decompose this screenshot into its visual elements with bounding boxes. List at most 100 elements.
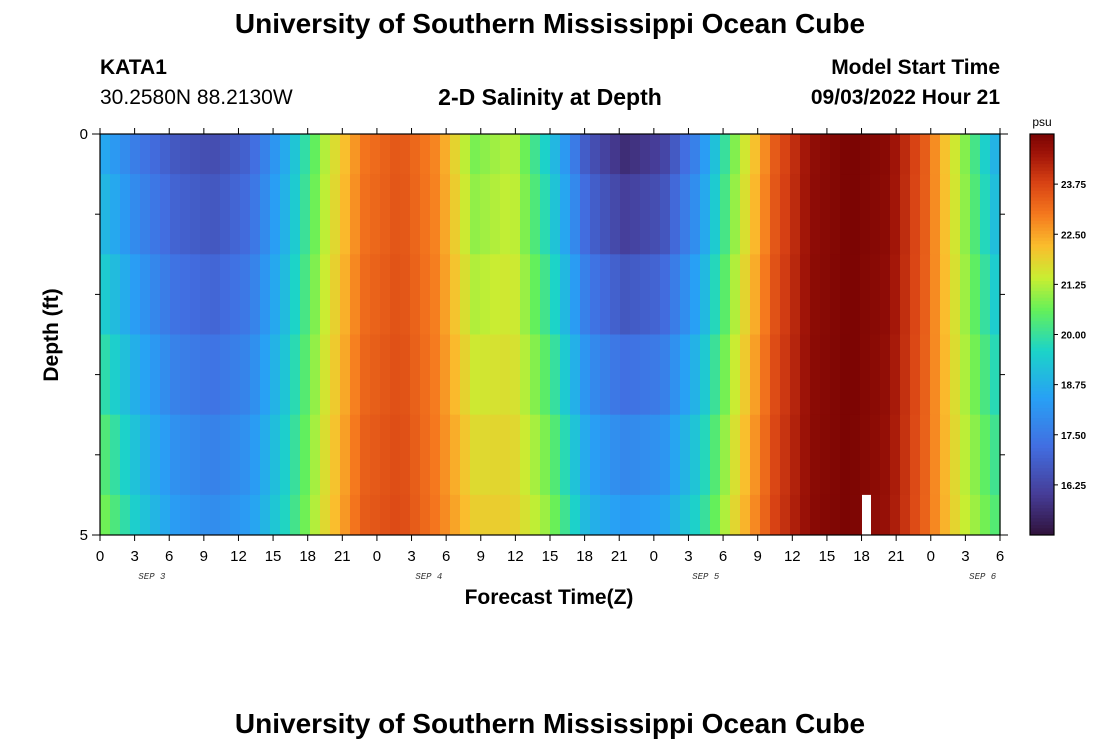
heatmap-cell bbox=[980, 254, 991, 335]
heatmap-cell bbox=[220, 174, 231, 255]
heatmap-cell bbox=[430, 414, 441, 496]
heatmap-cell bbox=[430, 494, 441, 536]
heatmap-cell bbox=[440, 134, 451, 175]
x-tick-label: 21 bbox=[334, 548, 351, 565]
colorbar-swatch bbox=[1030, 441, 1054, 446]
heatmap-cell bbox=[350, 254, 361, 335]
heatmap-cell bbox=[150, 174, 161, 255]
heatmap-cell bbox=[860, 174, 871, 255]
heatmap-cell bbox=[880, 254, 891, 335]
heatmap-cell bbox=[930, 334, 941, 416]
heatmap-cell bbox=[630, 414, 641, 496]
colorbar-swatch bbox=[1030, 367, 1054, 372]
heatmap-cell bbox=[520, 174, 531, 255]
heatmap-cell bbox=[640, 334, 651, 416]
heatmap-cell bbox=[920, 414, 931, 496]
heatmap-cell bbox=[400, 134, 411, 175]
heatmap-cell bbox=[330, 334, 341, 416]
heatmap-cell bbox=[730, 494, 741, 536]
heatmap-cell bbox=[920, 254, 931, 335]
colorbar-swatch bbox=[1030, 311, 1054, 315]
heatmap-cell bbox=[180, 494, 191, 536]
heatmap-cell bbox=[120, 174, 131, 255]
heatmap-cell bbox=[220, 494, 231, 536]
heatmap-cell bbox=[970, 174, 981, 255]
heatmap-cell bbox=[250, 414, 261, 496]
heatmap-cell bbox=[270, 334, 281, 416]
heatmap-cell bbox=[220, 254, 231, 335]
heatmap-cell bbox=[710, 494, 721, 536]
heatmap-cell bbox=[650, 494, 661, 536]
x-tick-label: 0 bbox=[373, 548, 381, 565]
heatmap-cell bbox=[840, 134, 851, 175]
heatmap-cell bbox=[710, 334, 721, 416]
heatmap-cell bbox=[840, 254, 851, 335]
colorbar-swatch bbox=[1030, 464, 1054, 469]
heatmap-cell bbox=[500, 494, 511, 536]
heatmap-cell bbox=[310, 494, 321, 536]
colorbar-swatch bbox=[1030, 414, 1054, 419]
page-title: University of Southern Mississippi Ocean… bbox=[234, 8, 866, 39]
heatmap-cell bbox=[940, 494, 951, 536]
x-tick-label: 18 bbox=[576, 548, 593, 565]
colorbar-swatch bbox=[1030, 254, 1054, 259]
heatmap-cell bbox=[350, 334, 361, 416]
heatmap-cell bbox=[740, 494, 751, 536]
heatmap-cell bbox=[310, 254, 321, 335]
heatmap-cell bbox=[570, 494, 581, 536]
station-coordinates: 30.2580N 88.2130W bbox=[100, 86, 293, 109]
heatmap-cell bbox=[550, 334, 561, 416]
heatmap-cell bbox=[440, 334, 451, 416]
heatmap-cell bbox=[550, 494, 561, 536]
heatmap-cell bbox=[790, 174, 801, 255]
heatmap-cell bbox=[950, 494, 961, 536]
heatmap-cell bbox=[610, 134, 621, 175]
heatmap-cell bbox=[510, 494, 521, 536]
x-tick-label: 6 bbox=[996, 548, 1004, 565]
colorbar-swatch bbox=[1030, 337, 1054, 342]
heatmap-cell bbox=[980, 174, 991, 255]
heatmap-cell bbox=[950, 414, 961, 496]
colorbar-swatch bbox=[1030, 434, 1054, 439]
heatmap-cell bbox=[660, 494, 671, 536]
heatmap-cell bbox=[800, 494, 811, 536]
x-axis-title: Forecast Time(Z) bbox=[465, 586, 634, 609]
heatmap-cell bbox=[140, 334, 151, 416]
heatmap-cell bbox=[470, 254, 481, 335]
heatmap-cell bbox=[300, 134, 311, 175]
heatmap-cell bbox=[940, 134, 951, 175]
heatmap-cell bbox=[320, 494, 331, 536]
heatmap-cell bbox=[780, 334, 791, 416]
heatmap-cell bbox=[590, 174, 601, 255]
x-tick-label: 12 bbox=[507, 548, 524, 565]
model-start-value: 09/03/2022 Hour 21 bbox=[810, 86, 1000, 109]
heatmap-cell bbox=[990, 334, 1001, 416]
y-axis-title: Depth (ft) bbox=[40, 288, 63, 381]
x-tick-label: 9 bbox=[754, 548, 762, 565]
heatmap-cell bbox=[950, 134, 961, 175]
heatmap-cell bbox=[400, 494, 411, 536]
heatmap-cell bbox=[180, 334, 191, 416]
heatmap-cell bbox=[520, 334, 531, 416]
colorbar-swatch bbox=[1030, 401, 1054, 406]
colorbar-swatch bbox=[1030, 451, 1054, 456]
colorbar-tick-label: 22.50 bbox=[1061, 230, 1086, 241]
x-tick-label: 0 bbox=[96, 548, 104, 565]
heatmap-cell bbox=[570, 174, 581, 255]
heatmap-cell bbox=[720, 174, 731, 255]
heatmap-cell bbox=[500, 134, 511, 175]
y-tick-label: 5 bbox=[80, 527, 88, 544]
heatmap-cell bbox=[390, 334, 401, 416]
heatmap-cell bbox=[310, 414, 321, 496]
heatmap-cell bbox=[530, 494, 541, 536]
heatmap-cell bbox=[550, 134, 561, 175]
heatmap-cell bbox=[480, 494, 491, 536]
colorbar-swatch bbox=[1030, 361, 1054, 366]
heatmap-cell bbox=[920, 174, 931, 255]
heatmap-cell bbox=[680, 334, 691, 416]
colorbar-swatch bbox=[1030, 354, 1054, 359]
heatmap-cell bbox=[950, 174, 961, 255]
heatmap-cell bbox=[640, 174, 651, 255]
colorbar-swatch bbox=[1030, 237, 1054, 242]
heatmap-cell bbox=[450, 334, 461, 416]
